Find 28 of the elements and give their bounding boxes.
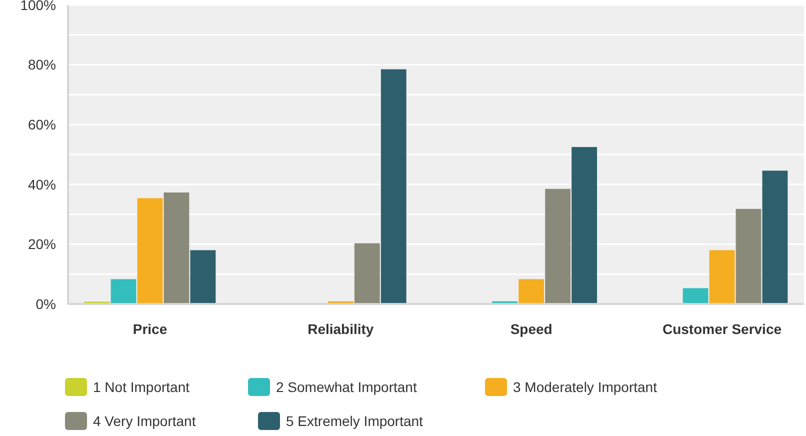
bar xyxy=(354,243,380,304)
bar xyxy=(736,208,762,304)
legend-label: 5 Extremely Important xyxy=(286,412,424,429)
y-tick-label: 40% xyxy=(28,176,56,192)
y-tick-label: 20% xyxy=(28,236,56,252)
bar xyxy=(380,69,406,304)
legend-label: 1 Not Important xyxy=(93,378,190,395)
bar xyxy=(190,250,216,304)
legend-label: 3 Moderately Important xyxy=(513,378,658,395)
x-tick-label: Customer Service xyxy=(662,321,782,337)
y-tick-label: 0% xyxy=(36,296,56,312)
y-tick-label: 60% xyxy=(28,116,56,132)
bar xyxy=(518,279,544,304)
bar xyxy=(762,170,788,304)
x-tick-label: Speed xyxy=(510,321,552,337)
bar xyxy=(164,192,190,304)
x-tick-label: Reliability xyxy=(308,321,374,337)
bar xyxy=(709,250,735,304)
y-tick-label: 80% xyxy=(28,56,56,73)
y-tick-label: 100% xyxy=(20,0,56,13)
legend-label: 2 Somewhat Important xyxy=(276,378,417,395)
bar xyxy=(682,288,708,304)
legend-label: 4 Very Important xyxy=(93,412,196,429)
bar xyxy=(572,147,598,304)
bar xyxy=(137,198,163,304)
x-tick-label: Price xyxy=(132,321,168,337)
bar xyxy=(545,188,571,304)
bar xyxy=(110,279,136,304)
